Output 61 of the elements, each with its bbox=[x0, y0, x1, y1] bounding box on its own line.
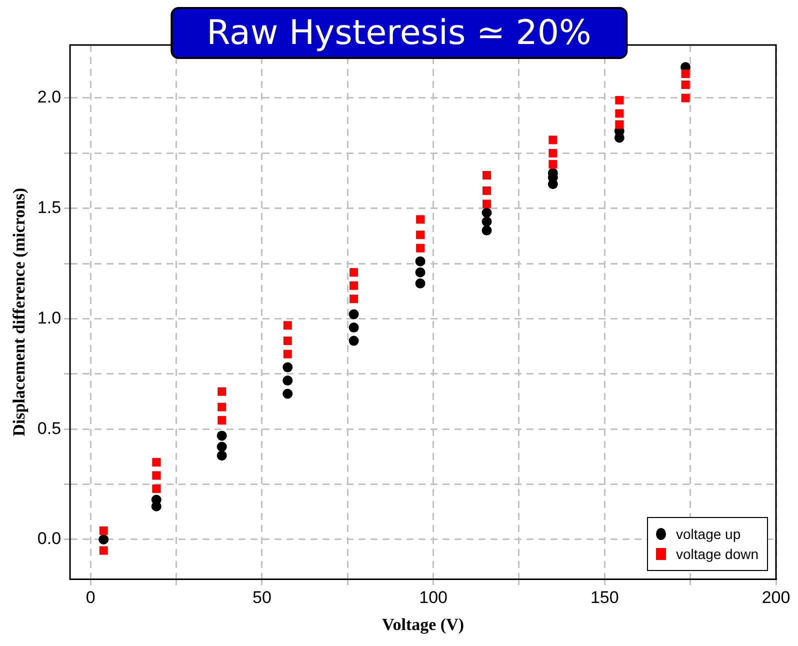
point bbox=[681, 80, 690, 89]
point bbox=[98, 534, 109, 544]
point bbox=[152, 471, 161, 480]
legend-label: voltage down bbox=[676, 546, 759, 562]
y-axis-title: Displacement difference (microns) bbox=[10, 188, 29, 436]
point bbox=[283, 350, 292, 358]
point bbox=[681, 94, 690, 102]
point bbox=[218, 387, 226, 396]
point bbox=[415, 267, 426, 278]
y-tick-label: 2.0 bbox=[37, 88, 62, 107]
point bbox=[283, 321, 292, 330]
point bbox=[548, 148, 558, 158]
point bbox=[416, 215, 425, 224]
point bbox=[548, 136, 558, 144]
point bbox=[350, 281, 358, 290]
point bbox=[482, 200, 491, 208]
point bbox=[681, 69, 690, 78]
y-tick-label: 1.5 bbox=[37, 198, 62, 218]
point bbox=[99, 526, 108, 535]
x-tick-label: 200 bbox=[762, 588, 790, 608]
point bbox=[615, 96, 624, 104]
x-axis-title: Voltage (V) bbox=[382, 615, 464, 634]
point bbox=[216, 450, 227, 461]
point bbox=[216, 442, 227, 452]
point bbox=[615, 109, 624, 118]
x-tick-label: 0 bbox=[86, 588, 96, 608]
point bbox=[416, 230, 425, 240]
point bbox=[482, 208, 492, 218]
point bbox=[152, 458, 161, 466]
point bbox=[482, 216, 492, 227]
point bbox=[216, 430, 227, 441]
point bbox=[348, 336, 359, 346]
point bbox=[218, 416, 226, 425]
x-tick-label: 100 bbox=[419, 588, 448, 608]
y-tick-label: 0.5 bbox=[37, 418, 62, 438]
point bbox=[282, 388, 293, 399]
y-tick-label: 0.0 bbox=[37, 529, 62, 548]
x-tick-label: 150 bbox=[590, 588, 619, 608]
point bbox=[151, 494, 162, 505]
point bbox=[350, 294, 358, 304]
point bbox=[615, 120, 624, 129]
y-tick-label: 1.0 bbox=[37, 308, 62, 328]
point bbox=[282, 362, 293, 372]
point bbox=[348, 309, 359, 320]
legend-label: voltage up bbox=[676, 526, 741, 542]
point bbox=[282, 376, 293, 386]
point bbox=[482, 186, 491, 195]
point bbox=[415, 256, 426, 266]
point bbox=[152, 484, 161, 493]
point bbox=[350, 268, 358, 277]
point bbox=[218, 402, 226, 412]
chart-title: Raw Hysteresis ≃ 20% bbox=[170, 7, 628, 59]
point bbox=[548, 160, 558, 168]
x-tick-label: 50 bbox=[252, 588, 272, 608]
point bbox=[348, 322, 359, 333]
point bbox=[99, 546, 108, 555]
point bbox=[416, 244, 425, 252]
point bbox=[283, 336, 292, 346]
point bbox=[482, 225, 492, 236]
point bbox=[482, 170, 491, 180]
point bbox=[415, 278, 426, 288]
